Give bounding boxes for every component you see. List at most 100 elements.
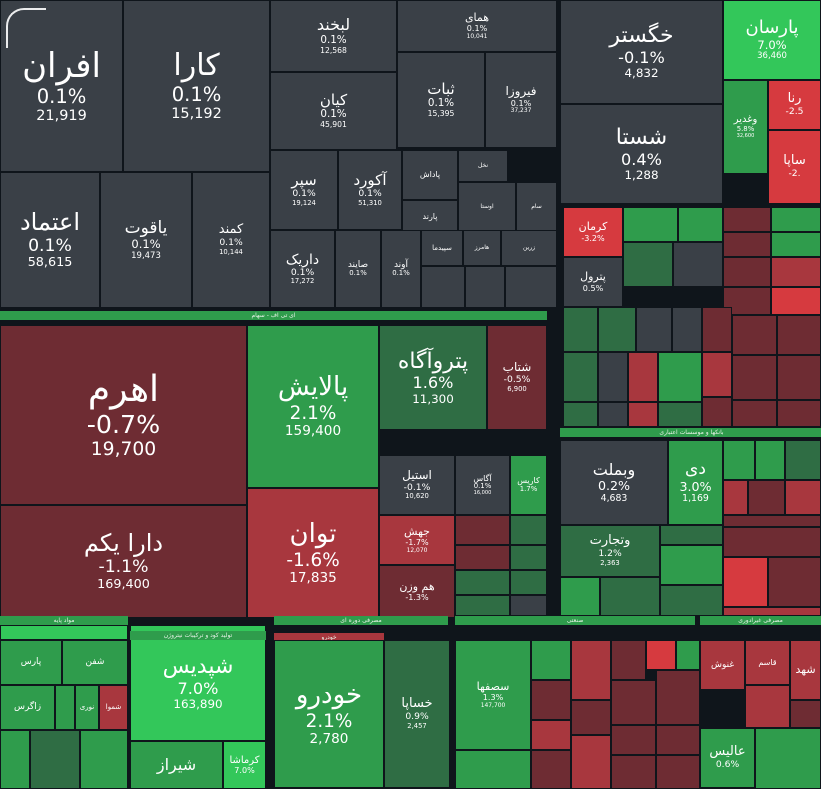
treemap-tile-زرین[interactable]: زرین — [501, 230, 557, 266]
treemap-tile-سپر[interactable]: سپر 0.1% 19,124 — [270, 150, 338, 230]
treemap-cell-small[interactable] — [455, 750, 531, 789]
treemap-cell-small[interactable] — [571, 735, 611, 789]
treemap-cell-small[interactable] — [505, 266, 557, 308]
treemap-tile-کرماشا[interactable]: کرماشا 7.0% — [223, 741, 266, 789]
treemap-cell-small[interactable] — [510, 570, 547, 595]
treemap-cell-small[interactable] — [656, 755, 700, 789]
treemap-cell-small[interactable] — [723, 527, 821, 557]
treemap-cell-small[interactable] — [723, 557, 768, 607]
treemap-cell-small[interactable] — [598, 352, 628, 402]
treemap-tile-لبخند[interactable]: لبخند 0.1% 12,568 — [270, 0, 397, 72]
treemap-tile-جهش[interactable]: جهش -1.7% 12,070 — [379, 515, 455, 565]
treemap-cell-small[interactable] — [768, 557, 821, 607]
treemap-cell-small[interactable] — [563, 402, 598, 427]
treemap-tile-غنوش[interactable]: غنوش — [700, 640, 745, 690]
treemap-tile-آگاس[interactable]: آگاس 0.1% 16,000 — [455, 455, 510, 515]
treemap-tile-آکورد[interactable]: آکورد 0.1% 51,310 — [338, 150, 402, 230]
treemap-cell-small[interactable] — [723, 232, 771, 257]
treemap-cell-small[interactable] — [55, 685, 75, 730]
treemap-cell-small[interactable] — [646, 640, 676, 670]
treemap-cell-small[interactable] — [777, 315, 821, 355]
treemap-cell-small[interactable] — [777, 400, 821, 427]
treemap-tile-کارا[interactable]: کارا 0.1% 15,192 — [123, 0, 270, 172]
treemap-cell-small[interactable] — [0, 625, 128, 640]
treemap-tile-دارا-یکم[interactable]: دارا یکم -1.1% 169,400 — [0, 505, 247, 618]
treemap-cell-small[interactable] — [510, 545, 547, 570]
treemap-cell-small[interactable] — [658, 352, 702, 402]
treemap-cell-small[interactable] — [563, 352, 598, 402]
treemap-cell-small[interactable] — [678, 207, 723, 242]
treemap-tile-صایند[interactable]: صایند 0.1% — [335, 230, 381, 308]
treemap-cell-small[interactable] — [723, 607, 821, 616]
treemap-tile-کیان[interactable]: کیان 0.1% 45,901 — [270, 72, 397, 150]
treemap-tile-هامرز[interactable]: هامرز — [463, 230, 501, 266]
treemap-tile-پارسان[interactable]: پارسان 7.0% 36,460 — [723, 0, 821, 80]
treemap-cell-small[interactable] — [702, 307, 732, 352]
treemap-cell-small[interactable] — [771, 232, 821, 257]
treemap-cell-small[interactable] — [510, 515, 547, 545]
treemap-tile-شهد[interactable]: شهد — [790, 640, 821, 700]
treemap-cell-small[interactable] — [660, 585, 723, 616]
treemap-cell-small[interactable] — [531, 640, 571, 680]
treemap-tile-ساپا[interactable]: ساپا -2. — [768, 130, 821, 204]
treemap-cell-small[interactable] — [771, 287, 821, 315]
treemap-tile-فیروزا[interactable]: فیروزا 0.1% 37,237 — [485, 52, 557, 148]
treemap-tile-آوند[interactable]: آوند 0.1% — [381, 230, 421, 308]
treemap-cell-small[interactable] — [598, 307, 636, 352]
treemap-cell-small[interactable] — [611, 725, 656, 755]
treemap-tile-خگستر[interactable]: خگستر -0.1% 4,832 — [560, 0, 723, 104]
treemap-cell-small[interactable] — [0, 730, 30, 789]
treemap-tile-پالایش[interactable]: پالایش 2.1% 159,400 — [247, 325, 379, 488]
treemap-cell-small[interactable] — [656, 725, 700, 755]
treemap-tile-شپدیس[interactable]: شپدیس 7.0% 163,890 — [130, 625, 266, 741]
treemap-cell-small[interactable] — [702, 397, 732, 427]
treemap-cell-small[interactable] — [30, 730, 80, 789]
treemap-cell-small[interactable] — [723, 515, 821, 527]
treemap-cell-small[interactable] — [673, 242, 723, 287]
treemap-cell-small[interactable] — [598, 402, 628, 427]
treemap-tile-پاداش[interactable]: پاداش — [402, 150, 458, 200]
treemap-cell-small[interactable] — [732, 315, 777, 355]
treemap-cell-small[interactable] — [455, 515, 510, 545]
treemap-cell-small[interactable] — [732, 400, 777, 427]
treemap-tile-شستا[interactable]: شستا 0.4% 1,288 — [560, 104, 723, 204]
treemap-tile-پتروآگاه[interactable]: پتروآگاه 1.6% 11,300 — [379, 325, 487, 430]
treemap-cell-small[interactable] — [702, 352, 732, 397]
treemap-cell-small[interactable] — [745, 685, 790, 728]
treemap-cell-small[interactable] — [777, 355, 821, 400]
treemap-tile-داریک[interactable]: داریک 0.1% 17,272 — [270, 230, 335, 308]
treemap-cell-small[interactable] — [531, 720, 571, 750]
treemap-cell-small[interactable] — [723, 257, 771, 287]
treemap-cell-small[interactable] — [785, 440, 821, 480]
treemap-tile-یاقوت[interactable]: یاقوت 0.1% 19,473 — [100, 172, 192, 308]
treemap-tile-پارند[interactable]: پارند — [402, 200, 458, 234]
treemap-cell-small[interactable] — [600, 577, 660, 616]
treemap-tile-همای[interactable]: همای 0.1% 10,041 — [397, 0, 557, 52]
treemap-cell-small[interactable] — [531, 750, 571, 789]
treemap-tile-زاگرس[interactable]: زاگرس — [0, 685, 55, 730]
treemap-cell-small[interactable] — [748, 480, 785, 515]
treemap-tile-افران[interactable]: افران 0.1% 21,919 — [0, 0, 123, 172]
treemap-cell-small[interactable] — [455, 545, 510, 570]
treemap-tile-کاریس[interactable]: کاریس 1.7% — [510, 455, 547, 515]
treemap-tile-اوستا[interactable]: اوستا — [458, 182, 516, 232]
treemap-cell-small[interactable] — [732, 355, 777, 400]
treemap-cell-small[interactable] — [563, 307, 598, 352]
treemap-tile-خساپا[interactable]: خساپا 0.9% 2,457 — [384, 640, 450, 788]
treemap-tile-ثبات[interactable]: ثبات 0.1% 15,395 — [397, 52, 485, 148]
treemap-tile-کرمان[interactable]: کرمان -3.2% — [563, 207, 623, 257]
treemap-cell-small[interactable] — [455, 595, 510, 616]
treemap-tile-قاسم[interactable]: قاسم — [745, 640, 790, 685]
treemap-cell-small[interactable] — [623, 207, 678, 242]
treemap-tile-سام[interactable]: سام — [516, 182, 557, 232]
treemap-cell-small[interactable] — [723, 440, 755, 480]
treemap-tile-شموا[interactable]: شموا — [99, 685, 128, 730]
treemap-tile-شیراز[interactable]: شیراز — [130, 741, 223, 789]
treemap-tile-شتاب[interactable]: شتاب -0.5% 6,900 — [487, 325, 547, 430]
treemap-tile-عالیس[interactable]: عالیس 0.6% — [700, 728, 755, 788]
treemap-cell-small[interactable] — [771, 207, 821, 232]
treemap-cell-small[interactable] — [676, 640, 700, 670]
treemap-cell-small[interactable] — [531, 680, 571, 720]
treemap-cell-small[interactable] — [658, 402, 702, 427]
treemap-cell-small[interactable] — [771, 257, 821, 287]
